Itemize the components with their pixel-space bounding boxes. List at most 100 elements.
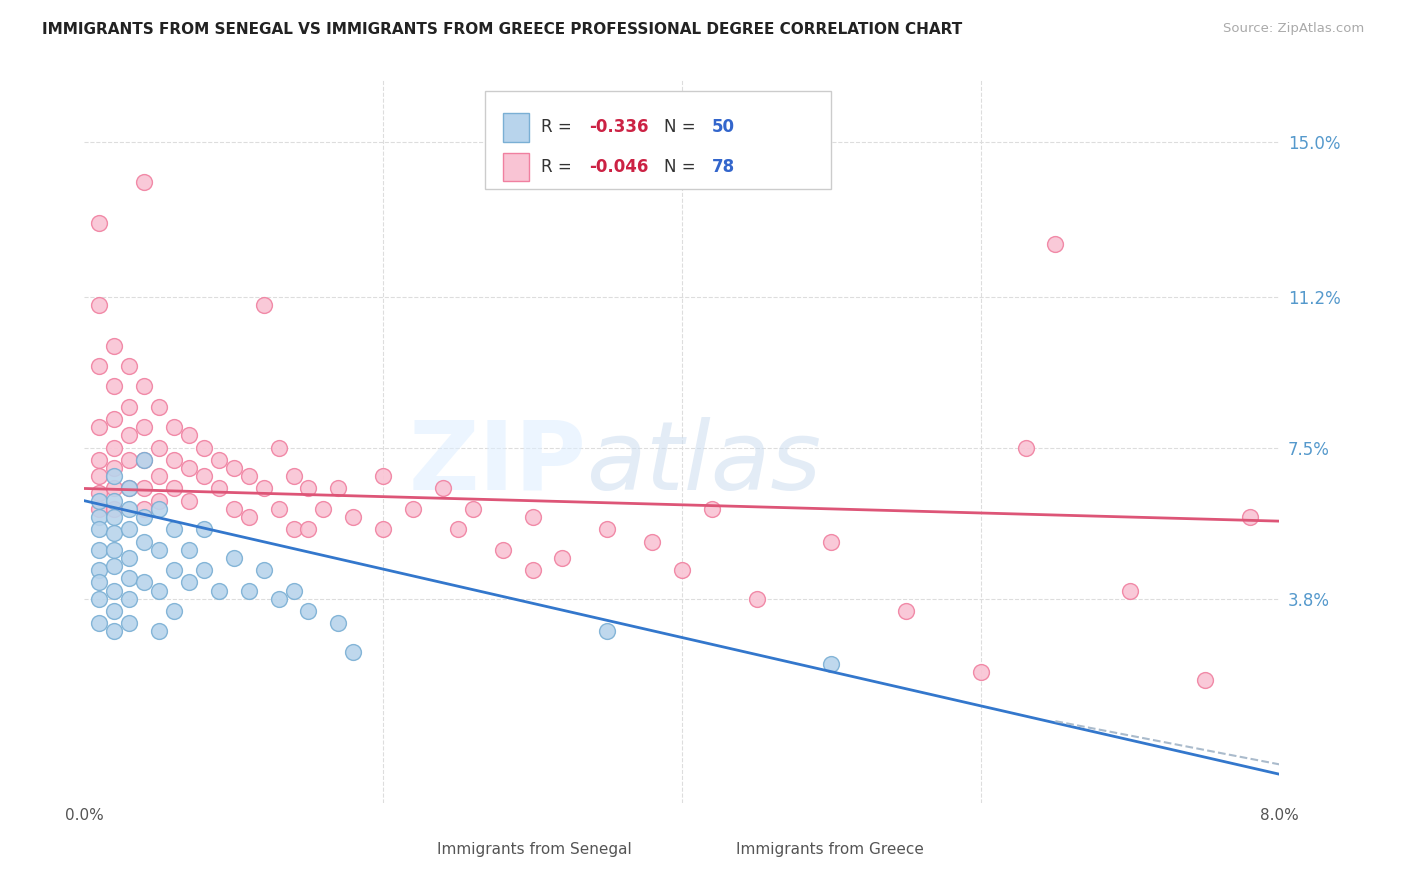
Point (89, 591, 111, 606)
Point (671, 563, 693, 577)
Point (89, 453, 111, 467)
Point (283, 469, 305, 483)
Point (163, 604, 186, 618)
Point (132, 502, 156, 516)
Point (89, 502, 111, 516)
Point (103, 493, 125, 508)
Point (132, 175, 156, 189)
Point (118, 571, 141, 585)
Point (193, 441, 215, 455)
Point (132, 534, 156, 549)
Point (132, 453, 156, 467)
Point (208, 453, 231, 467)
Text: Source: ZipAtlas.com: Source: ZipAtlas.com (1223, 22, 1364, 36)
Point (132, 453, 156, 467)
Point (132, 510, 156, 524)
Point (89, 510, 111, 524)
Text: 50: 50 (711, 119, 735, 136)
Point (253, 298, 276, 312)
Point (551, 550, 574, 565)
Point (253, 482, 276, 496)
Point (103, 412, 125, 426)
Point (402, 502, 425, 516)
Point (103, 624, 125, 639)
Point (103, 542, 125, 557)
Point (103, 461, 125, 475)
Point (208, 482, 231, 496)
Point (118, 428, 141, 442)
Point (596, 624, 619, 639)
FancyBboxPatch shape (706, 841, 727, 863)
Point (373, 469, 395, 483)
Point (177, 542, 200, 557)
Point (103, 338, 125, 352)
Point (132, 482, 156, 496)
Point (253, 563, 276, 577)
Point (163, 420, 186, 434)
Point (118, 359, 141, 373)
Point (328, 482, 350, 496)
Point (328, 616, 350, 631)
Point (238, 583, 260, 598)
Point (132, 575, 156, 590)
Point (222, 502, 245, 516)
Point (492, 542, 515, 557)
Point (103, 526, 125, 541)
Text: -0.336: -0.336 (589, 119, 648, 136)
Point (267, 441, 290, 455)
Point (522, 510, 544, 524)
Point (148, 624, 170, 639)
FancyBboxPatch shape (503, 153, 529, 181)
Point (970, 665, 993, 680)
Point (177, 493, 200, 508)
Point (118, 522, 141, 536)
Point (208, 583, 231, 598)
Point (148, 502, 170, 516)
Point (373, 522, 395, 536)
Point (461, 502, 484, 516)
Point (148, 583, 170, 598)
Text: Immigrants from Senegal: Immigrants from Senegal (437, 842, 631, 857)
Text: 78: 78 (711, 158, 735, 176)
Point (1119, 583, 1142, 598)
Point (193, 469, 215, 483)
Point (700, 502, 723, 516)
Point (312, 502, 335, 516)
Point (103, 441, 125, 455)
Point (148, 400, 170, 414)
Point (522, 563, 544, 577)
Point (89, 563, 111, 577)
Point (238, 469, 260, 483)
Point (148, 542, 170, 557)
Point (745, 591, 768, 606)
Point (118, 616, 141, 631)
Point (118, 453, 141, 467)
Point (89, 542, 111, 557)
Point (222, 461, 245, 475)
Point (820, 534, 842, 549)
Point (89, 216, 111, 230)
Point (103, 502, 125, 516)
Text: atlas: atlas (586, 417, 821, 509)
Point (103, 510, 125, 524)
Point (89, 575, 111, 590)
Point (103, 379, 125, 393)
Point (89, 485, 111, 500)
Point (89, 469, 111, 483)
Point (820, 657, 842, 671)
Point (89, 298, 111, 312)
Point (177, 428, 200, 442)
Point (118, 550, 141, 565)
Point (118, 482, 141, 496)
Point (1194, 673, 1216, 688)
Point (1239, 510, 1261, 524)
Point (222, 550, 245, 565)
Point (103, 482, 125, 496)
Point (297, 604, 319, 618)
Point (103, 559, 125, 574)
Point (342, 645, 364, 659)
Point (148, 441, 170, 455)
Text: -0.046: -0.046 (589, 158, 648, 176)
Point (163, 482, 186, 496)
Text: Immigrants from Greece: Immigrants from Greece (735, 842, 924, 857)
